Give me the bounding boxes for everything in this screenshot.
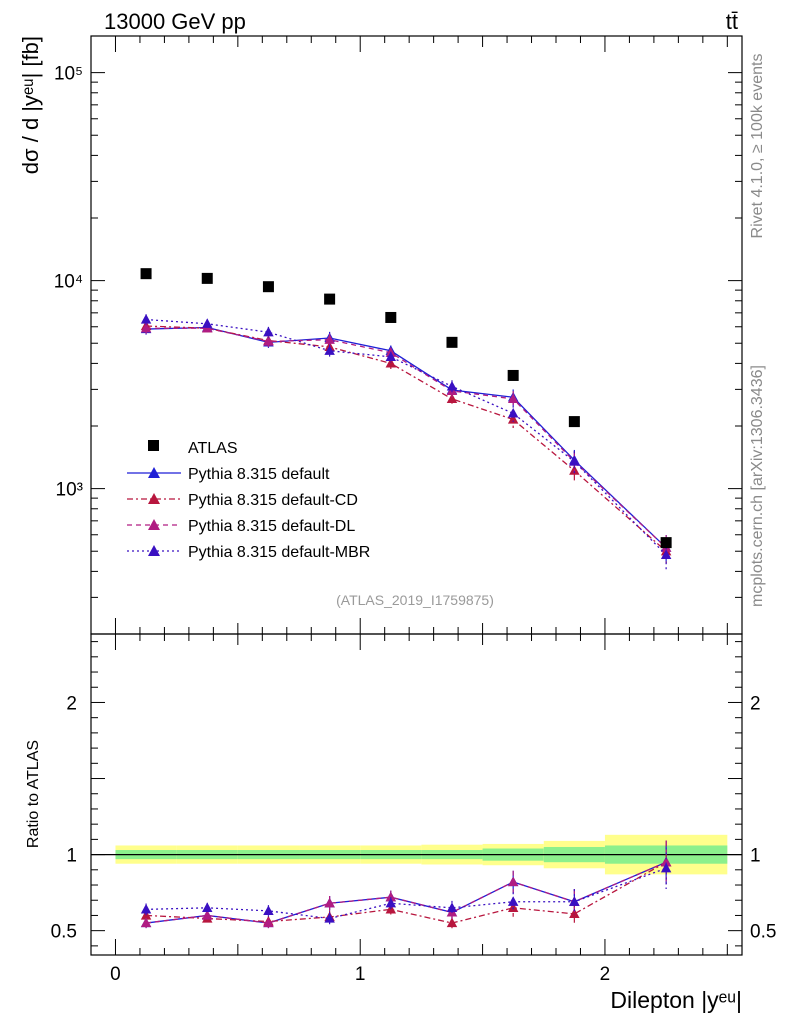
rivet-label: Rivet 4.1.0, ≥ 100k events (749, 54, 766, 239)
y-axis-title: dσ / d |yᵉᵘ| [fb] (18, 36, 43, 174)
ratio-point (569, 896, 580, 906)
ratio-point (263, 917, 274, 928)
ratio-plot-frame (90, 633, 743, 956)
ratio-point (263, 905, 274, 916)
x-tick-label: 0 (110, 964, 121, 985)
series-point (446, 393, 458, 404)
atlas-data-point (507, 369, 519, 381)
ratio-point (660, 862, 672, 873)
y-tick-label: 10⁵ (54, 64, 83, 85)
legend-marker-atlas (148, 440, 159, 451)
atlas-data-point (385, 311, 397, 323)
x-axis-title: Dilepton |yᵉᵘ| (610, 987, 742, 1013)
y-tick-label: 10³ (56, 480, 83, 501)
energy-label: 13000 GeV pp (104, 9, 246, 34)
atlas-data-point (262, 281, 274, 293)
ratio-tick-label-left: 2 (66, 693, 77, 714)
ratio-point (446, 917, 458, 928)
atlas-data-point (140, 268, 152, 280)
series-line-3 (146, 318, 667, 556)
legend-label-cd: Pythia 8.315 default-CD (188, 492, 358, 509)
ratio-point (569, 908, 580, 919)
ratio-point (660, 856, 672, 867)
ratio-point (140, 917, 152, 928)
series-point (507, 407, 519, 418)
legend-label-mbr: Pythia 8.315 default-MBR (188, 544, 370, 561)
ratio-tick-label-right: 1 (750, 846, 761, 867)
x-tick-label: 1 (355, 964, 366, 985)
series-point (324, 334, 335, 344)
ratio-line-2 (145, 861, 667, 924)
legend-marker-cd (148, 493, 160, 504)
ratio-point (385, 891, 397, 902)
atlas-data-point (324, 293, 336, 305)
ratio-point (140, 903, 152, 914)
series-point (202, 318, 213, 328)
ratio-point (202, 902, 213, 912)
y-tick-label: 10⁴ (54, 272, 83, 293)
data-uncertainty-bands (91, 834, 742, 875)
legend-marker-default (148, 467, 160, 478)
mcplots-label: mcplots.cern.ch [arXiv:1306.3436] (749, 365, 766, 607)
atlas-data-point (201, 272, 213, 284)
tick-labels: 10³ 10⁴ 10⁵ 0.5 0.5 1 1 2 2 0 1 2 (51, 64, 777, 985)
analysis-id: (ATLAS_2019_I1759875) (336, 592, 494, 608)
series-point (569, 456, 580, 466)
series-point (507, 413, 519, 424)
ratio-point (507, 902, 519, 912)
ratio-point (324, 912, 335, 923)
legend-label-atlas: ATLAS (188, 440, 238, 457)
series-point (385, 351, 397, 361)
ratio-tick-label-left: 0.5 (51, 922, 77, 943)
ratio-point (507, 896, 519, 906)
atlas-data-point (660, 537, 672, 549)
ratio-point (385, 897, 397, 908)
legend-label-default: Pythia 8.315 default (188, 466, 330, 483)
series-point (263, 335, 274, 346)
legend-label-dl: Pythia 8.315 default-DL (188, 518, 355, 535)
series-point (263, 326, 274, 337)
series-point (140, 314, 152, 324)
ratio-line-1 (146, 861, 667, 924)
main-plot-series (140, 268, 672, 570)
legend-marker-mbr (148, 545, 160, 556)
series-point (324, 345, 335, 355)
ratio-axis-title: Ratio to ATLAS (25, 740, 42, 848)
legend-marker-dl (148, 519, 160, 530)
ratio-tick-label-right: 0.5 (750, 922, 776, 943)
atlas-data-point (446, 336, 458, 348)
ratio-line-3 (146, 867, 667, 920)
ratio-plot-series (140, 840, 672, 929)
series-point (660, 549, 672, 560)
x-tick-label: 2 (600, 964, 611, 985)
ratio-tick-label-right: 2 (750, 693, 761, 714)
ratio-point (324, 897, 335, 908)
ratio-tick-label-left: 1 (66, 846, 77, 867)
axis-ticks (90, 36, 742, 955)
ratio-point (202, 909, 213, 920)
series-point (385, 357, 397, 368)
series-point (140, 322, 152, 333)
ratio-point (446, 902, 458, 912)
series-point (507, 393, 519, 404)
legend: ATLAS Pythia 8.315 default Pythia 8.315 … (127, 440, 370, 561)
series-line-0 (146, 326, 667, 549)
process-label: tt̄ (726, 9, 738, 34)
atlas-data-point (568, 416, 580, 428)
series-point (446, 380, 458, 391)
ratio-line-0 (145, 861, 667, 924)
ratio-point (507, 876, 519, 887)
